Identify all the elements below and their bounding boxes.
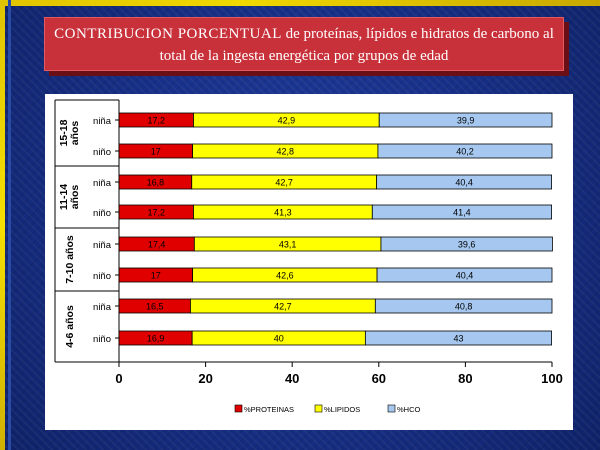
x-tick-label: 20: [198, 371, 212, 386]
row-label: niño: [93, 334, 111, 345]
decorative-left-band: [0, 0, 5, 450]
legend-swatch: [234, 404, 243, 413]
bar-segment: [374, 298, 553, 314]
x-tick-label: 80: [458, 371, 472, 386]
data-label: 42,9: [278, 116, 296, 126]
data-label: 17,2: [147, 116, 165, 126]
data-label: 16,5: [146, 302, 164, 312]
legend-label: %HCO: [397, 405, 421, 414]
row-label: niña: [93, 240, 112, 251]
x-tick-label: 100: [541, 371, 563, 386]
data-label: 17,4: [148, 240, 166, 250]
x-tick-label: 60: [372, 371, 386, 386]
data-label: 16,8: [147, 178, 165, 188]
data-label: 41,3: [274, 208, 292, 218]
row-label: niña: [93, 178, 112, 189]
decorative-top-band: [0, 0, 600, 6]
data-label: 42,7: [275, 178, 293, 188]
bar-segment: [378, 112, 553, 128]
data-label: 17: [151, 147, 161, 157]
data-label: 40,4: [455, 178, 473, 188]
data-label: 39,9: [457, 116, 475, 126]
bar-segment: [371, 204, 552, 220]
data-label: 40,2: [456, 147, 474, 157]
row-label: niña: [93, 302, 112, 313]
group-label: 4-6 años: [64, 305, 76, 348]
slide-title-caps: CONTRIBUCION PORCENTUAL: [54, 26, 282, 42]
bar-segment: [380, 236, 553, 252]
x-tick-label: 0: [115, 371, 122, 386]
data-label: 17: [151, 271, 161, 281]
data-label: 41,4: [453, 208, 471, 218]
legend-swatch: [387, 404, 396, 413]
row-label: niño: [93, 147, 111, 158]
group-label-line2: años: [69, 185, 81, 210]
group-label-line2: años: [69, 121, 81, 146]
row-label: niño: [93, 208, 111, 219]
x-tick-label: 40: [285, 371, 299, 386]
bar-segment: [376, 267, 553, 283]
data-label: 43: [453, 334, 463, 344]
bar-segment: [377, 143, 553, 159]
data-label: 40,8: [455, 302, 473, 312]
legend-label: %PROTEINAS: [244, 405, 294, 414]
bar-segment: [364, 330, 552, 346]
group-label: 7-10 años: [64, 235, 76, 284]
data-label: 40,4: [456, 271, 474, 281]
decorative-left-stripe: [8, 0, 11, 450]
data-label: 42,7: [274, 302, 292, 312]
legend-label: %LIPIDOS: [324, 405, 360, 414]
slide-title: CONTRIBUCION PORCENTUAL de proteínas, lí…: [44, 17, 564, 71]
slide-title-rest: de proteínas, lípidos e hidratos de carb…: [159, 26, 554, 64]
data-label: 16,9: [147, 334, 165, 344]
legend-swatch: [314, 404, 323, 413]
row-label: niño: [93, 271, 111, 282]
data-label: 40: [274, 334, 284, 344]
data-label: 42,6: [276, 271, 294, 281]
group-label: 15-18: [58, 119, 70, 146]
group-label: 11-14: [58, 184, 70, 210]
data-label: 43,1: [279, 240, 297, 250]
chart-panel: 0 20 40 60 80 100 15-18 años niña 17,2 42,9 39,9 niñ…: [45, 94, 573, 430]
data-label: 17,2: [147, 208, 165, 218]
bar-segment: [376, 174, 552, 190]
data-label: 42,8: [277, 147, 295, 157]
row-label: niña: [93, 116, 112, 127]
data-label: 39,6: [458, 240, 476, 250]
